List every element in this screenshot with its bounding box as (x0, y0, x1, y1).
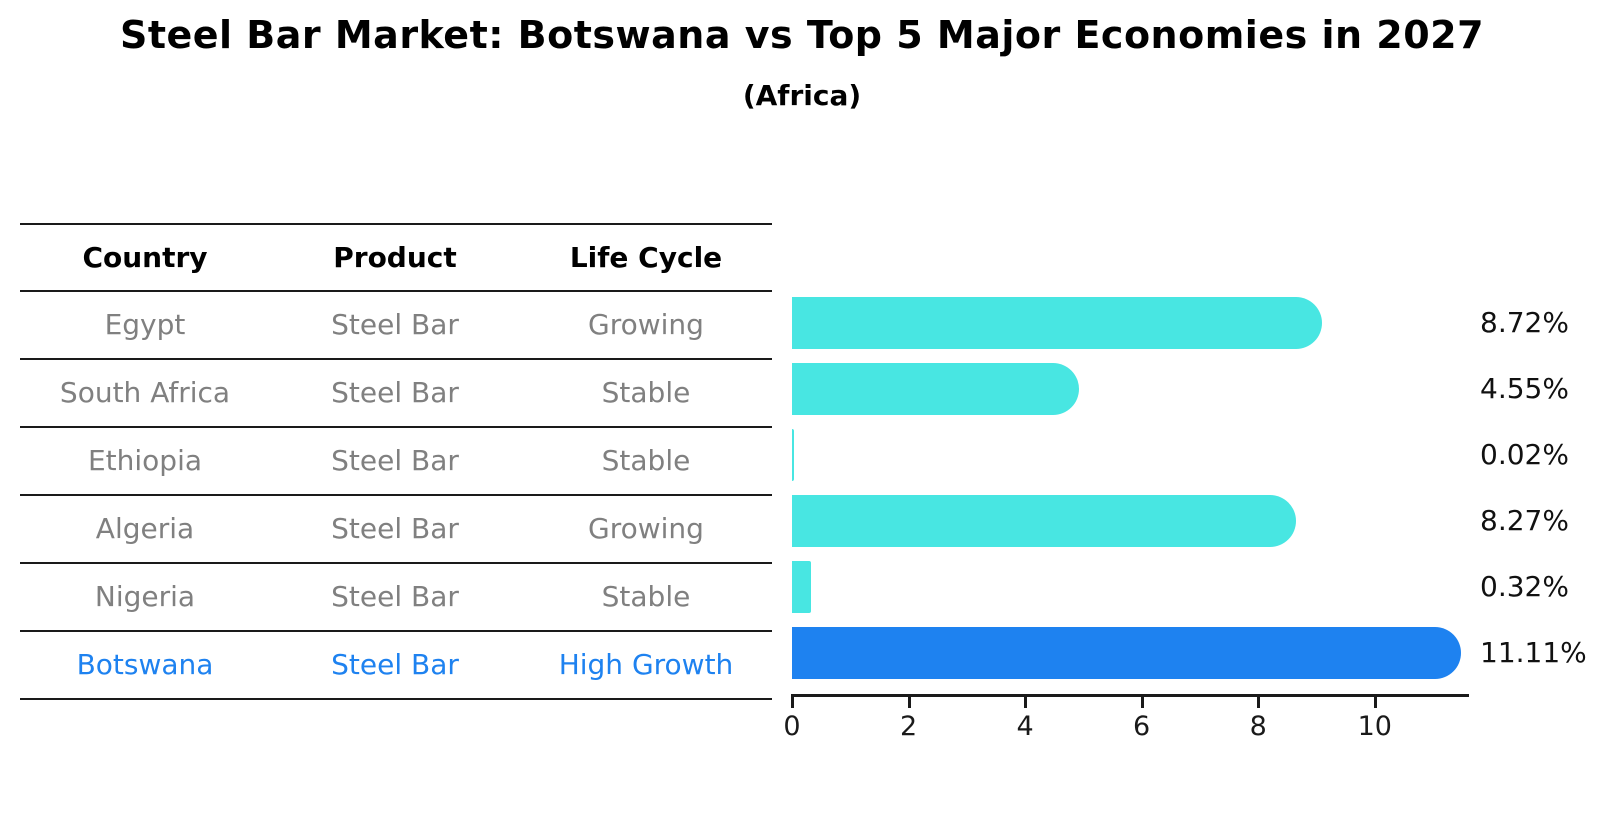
table-row-south-africa: South Africa Steel Bar Stable (20, 360, 772, 428)
chart-title: Steel Bar Market: Botswana vs Top 5 Majo… (119, 13, 1485, 57)
cell-product: Steel Bar (331, 512, 459, 545)
bar-value-label-botswana: 11.11% (1480, 636, 1587, 669)
x-axis-line (791, 694, 1469, 697)
cell-life-cycle: Growing (588, 308, 704, 341)
x-axis-tick (791, 697, 794, 708)
cell-country: Botswana (76, 648, 214, 681)
cell-country: Algeria (95, 512, 195, 545)
table-row-algeria: Algeria Steel Bar Growing (20, 496, 772, 564)
x-axis-tick-label: 4 (1016, 711, 1034, 742)
bar-nigeria (792, 561, 811, 613)
cell-country: Ethiopia (87, 444, 203, 477)
bar-south-africa (792, 363, 1079, 415)
bar-egypt (792, 297, 1322, 349)
cell-country: Egypt (104, 308, 186, 341)
column-header-product: Product (333, 240, 457, 274)
cell-product: Steel Bar (331, 308, 459, 341)
table-row-egypt: Egypt Steel Bar Growing (20, 292, 772, 360)
cell-life-cycle: Stable (601, 580, 691, 613)
cell-product: Steel Bar (331, 444, 459, 477)
x-axis-tick (907, 697, 911, 708)
bar-value-label-south-africa: 4.55% (1480, 372, 1569, 405)
cell-product: Steel Bar (331, 648, 459, 681)
x-axis-tick (1024, 697, 1028, 708)
country-table: Country Product Life Cycle Egypt Steel B… (20, 223, 772, 700)
cell-product: Steel Bar (331, 580, 459, 613)
bar-algeria (792, 495, 1296, 547)
cell-country: Nigeria (94, 580, 196, 613)
x-axis-tick-label: 6 (1133, 711, 1151, 742)
x-axis-tick (1140, 697, 1144, 708)
cell-product: Steel Bar (331, 376, 459, 409)
cell-country: South Africa (59, 376, 231, 409)
x-axis-tick-label: 8 (1249, 711, 1267, 742)
bar-botswana (792, 627, 1461, 679)
cell-life-cycle: Stable (601, 376, 691, 409)
x-axis-tick (1373, 697, 1377, 708)
table-row-nigeria: Nigeria Steel Bar Stable (20, 564, 772, 632)
bar-value-label-nigeria: 0.32% (1480, 570, 1569, 603)
bar-chart: 0 2 4 6 8 10 (783, 290, 1469, 823)
bar-value-label-egypt: 8.72% (1480, 306, 1569, 339)
x-axis-tick-label: 2 (899, 711, 918, 742)
table-row-botswana: Botswana Steel Bar High Growth (20, 632, 772, 700)
bar-value-label-ethiopia: 0.02% (1480, 438, 1569, 471)
x-axis-tick-label: 10 (1357, 711, 1392, 742)
bar-ethiopia (792, 429, 794, 481)
column-header-life-cycle: Life Cycle (569, 240, 723, 274)
bar-value-label-algeria: 8.27% (1480, 504, 1569, 537)
x-axis-tick-label: 0 (783, 711, 801, 742)
chart-subtitle: (Africa) (742, 79, 862, 112)
cell-life-cycle: Growing (588, 512, 704, 545)
table-header-row: Country Product Life Cycle (20, 225, 772, 292)
column-header-country: Country (82, 240, 208, 274)
x-axis-tick (1257, 697, 1261, 708)
cell-life-cycle: High Growth (558, 648, 734, 681)
table-row-ethiopia: Ethiopia Steel Bar Stable (20, 428, 772, 496)
cell-life-cycle: Stable (601, 444, 691, 477)
